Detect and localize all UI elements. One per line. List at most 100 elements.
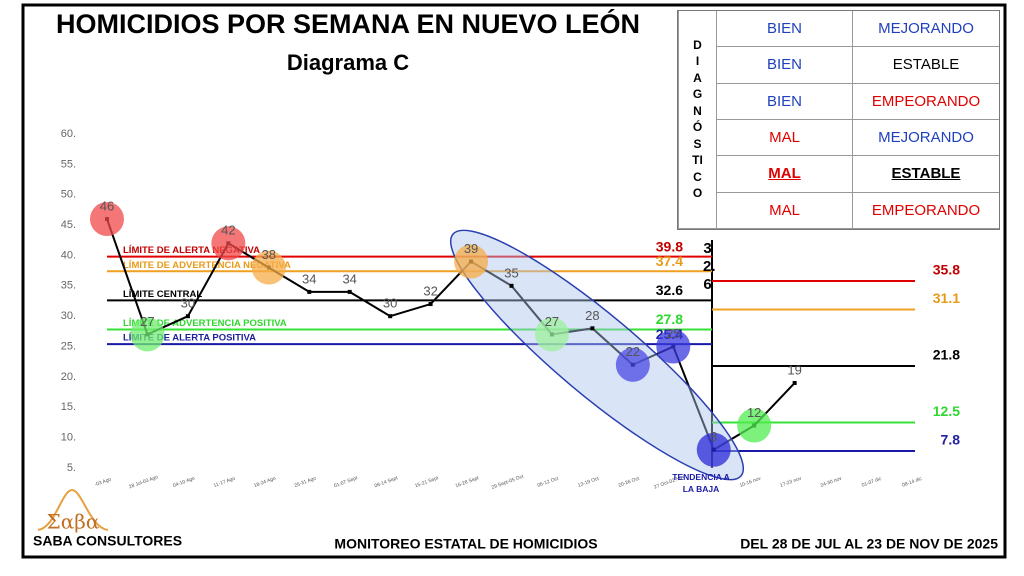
diagnosis-cell: MAL [716,156,852,193]
chart-subtitle: Diagrama C [287,50,409,75]
limit-value: 37.4 [656,253,683,269]
x-tick-label: 01-07 Sept [333,475,359,489]
limit-value: 32.6 [656,282,683,298]
x-tick-label: 10-16 nov [739,476,762,489]
data-label: 46 [100,198,114,213]
trend-ellipse [449,229,745,481]
limit-value: 21.8 [933,347,960,363]
x-tick-label: 13-19 Oct [577,476,600,489]
diagnosis-title: DIAGNÓSTICO [692,37,703,201]
point [388,314,393,319]
data-label: 27 [545,314,559,329]
data-label: 25 [666,326,680,341]
data-label: 35 [504,265,518,280]
footer-company: SABA CONSULTORES [33,533,182,549]
x-tick-label: 25-31 Ago [294,476,318,490]
logo: Σαβα [47,510,100,534]
limit-value: 39.8 [656,238,683,254]
y-tick-label: 15. [61,401,76,413]
x-tick-label: 15-21 Sept [414,475,440,489]
x-tick-label: 16-28 Sept [455,475,481,489]
data-label: 38 [262,247,276,262]
data-label: 39 [464,241,478,256]
limit-value: 31.1 [933,290,960,306]
data-label: 30 [181,296,195,311]
x-tick-label: -03 Ago [94,476,112,488]
data-label: 32 [423,283,437,298]
limit-value: 27.8 [656,311,683,327]
highlight [696,432,731,467]
diagnosis-cell: BIEN [716,47,852,84]
limit-name: LÍMITE DE ADVERTENCIA NEGATIVA [123,260,291,271]
y-tick-label: 5. [67,462,76,474]
y-tick-label: 50. [61,189,76,201]
x-tick-label: 08-14 Sept [374,475,400,489]
limit-value: 12.5 [933,403,960,419]
highlight [454,244,489,279]
x-tick-label: 01-07 dic [861,476,883,489]
highlight [534,317,569,352]
y-tick-label: 55. [61,158,76,170]
y-tick-label: 10. [61,432,76,444]
diagnosis-cell: MAL [716,192,852,229]
vertical-note: 32.6 [703,240,716,293]
limit-name: LÍMITE DE ALERTA NEGATIVA [123,245,260,256]
point [185,314,190,319]
data-label: 22 [626,344,640,359]
x-tick-label: 28 Jul-03 Ago [128,474,159,490]
data-label: 34 [302,271,316,286]
x-tick-label: 11-17 Ago [213,476,236,489]
footer-period: DEL 28 DE JUL AL 23 DE NOV DE 2025 [740,536,998,552]
point [307,289,312,294]
limit-name: LÍMITE CENTRAL [123,289,202,300]
annotation: TENDENCIA A LA BAJA [672,472,729,494]
y-tick-label: 25. [61,340,76,352]
point [509,283,514,288]
data-label: 34 [342,271,356,286]
highlight [251,250,286,285]
y-tick-label: 35. [61,280,76,292]
data-label: 27 [140,314,154,329]
diagnosis-cell: EMPEORANDO [852,192,999,229]
data-label: 19 [787,362,801,377]
highlight [737,408,772,443]
diagnosis-cell: BIEN [716,11,852,48]
x-tick-label: 29 Sept-05 Oct [491,474,525,491]
diagnosis-cell: ESTABLE [852,47,999,84]
diagnosis-header: DIAGNÓSTICO [678,11,716,229]
point [590,326,595,331]
point [347,289,352,294]
x-tick-label: 20-26 Oct [618,476,641,489]
logo-curve [37,488,109,531]
data-label: 12 [747,405,761,420]
highlight [656,329,691,364]
y-tick-label: 40. [61,249,76,261]
y-tick-label: 60. [61,128,76,140]
data-label: 42 [221,223,235,238]
diagnosis-cell: EMPEORANDO [852,83,999,120]
point [428,302,433,307]
limit-value: 35.8 [933,262,960,278]
data-label: 30 [383,296,397,311]
limit-value: 7.8 [941,432,961,448]
diagnosis-cell: MEJORANDO [852,119,999,157]
y-tick-label: 45. [61,219,76,231]
limit-name: LÍMITE DE ADVERTENCIA POSITIVA [123,318,287,329]
y-tick-label: 20. [61,371,76,383]
limit-name: LÍMITE DE ALERTA POSITIVA [123,333,256,344]
highlight [130,317,165,352]
diagnosis-cell: MAL [716,119,852,157]
x-tick-label: 18-24 Ago [253,476,277,490]
data-label: 8 [710,429,717,444]
chart-title: HOMICIDIOS POR SEMANA EN NUEVO LEÓN [56,8,640,39]
diagnosis-cell: ESTABLE [852,156,999,193]
x-tick-label: 08-14 dic [901,476,923,489]
diagnosis-cell: BIEN [716,83,852,120]
diagnosis-cell: MEJORANDO [852,11,999,48]
highlight [615,347,650,382]
footer-center: MONITOREO ESTATAL DE HOMICIDIOS [334,536,597,552]
frame [21,3,1007,559]
x-tick-label: 04-10 Ago [172,476,196,490]
